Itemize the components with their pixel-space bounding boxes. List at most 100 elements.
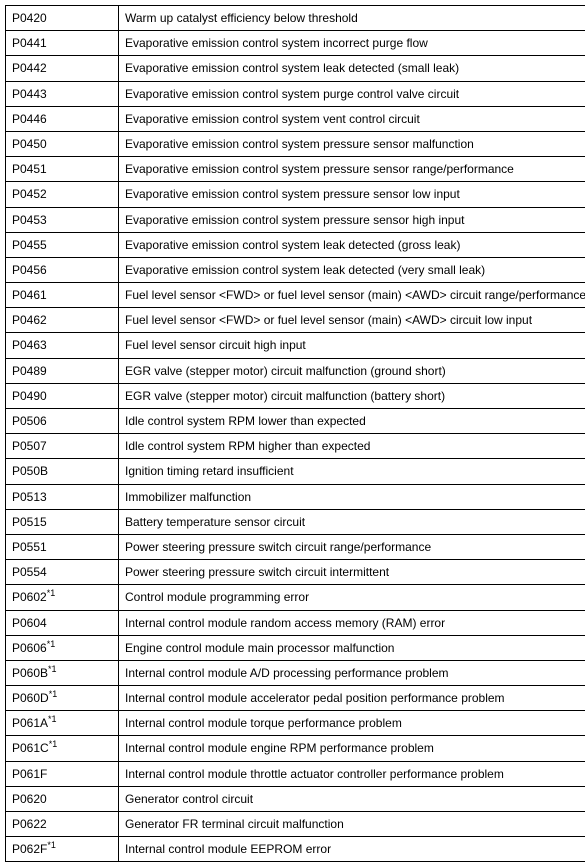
table-row: P0551 Power steering pressure switch circ… [6,534,585,559]
dtc-description-cell: Evaporative emission control system leak… [119,232,585,257]
table-row: P060B*1Internal control module A/D proce… [6,660,585,685]
table-row: P0554Power steering pressure switch circ… [6,560,585,585]
dtc-code: P060D [12,691,49,705]
dtc-code-cell: P0551 [6,534,119,559]
dtc-code-cell: P0490 [6,383,119,408]
dtc-code: P0622 [12,817,47,831]
dtc-code: P0620 [12,792,47,806]
dtc-code: P0602 [12,590,47,604]
dtc-code-cell: P0420 [6,6,119,31]
dtc-description-cell: Evaporative emission control system leak… [119,257,585,282]
table-row: P0441Evaporative emission control system… [6,31,585,56]
dtc-code: P0456 [12,263,47,277]
dtc-description-cell: Internal control module engine RPM perfo… [119,736,585,761]
table-row: P062F*1Internal control module EEPROM er… [6,837,585,862]
dtc-code: P0551 [12,540,47,554]
table-row: P0453Evaporative emission control system… [6,207,585,232]
table-row: P0489EGR valve (stepper motor) circuit m… [6,358,585,383]
dtc-code: P060B [12,666,48,680]
table-row: P0451 Evaporative emission control system… [6,157,585,182]
dtc-code-footnote: *1 [47,588,56,598]
dtc-code: P0606 [12,641,47,655]
table-row: P0604 Internal control module random acce… [6,610,585,635]
dtc-code-cell: P0506 [6,409,119,434]
table-row: P0622 Generator FR terminal circuit malfu… [6,812,585,837]
dtc-code-cell: P0461 [6,283,119,308]
table-row: P0455 Evaporative emission control system… [6,232,585,257]
table-row: P0443 Evaporative emission control system… [6,81,585,106]
table-row: P0515 Battery temperature sensor circuit [6,509,585,534]
dtc-code: P050B [12,464,48,478]
dtc-code-cell: P062F*1 [6,837,119,862]
dtc-description-cell: Engine control module main processor mal… [119,635,585,660]
table-row: P0620 Generator control circuit [6,786,585,811]
dtc-code: P0462 [12,313,47,327]
dtc-code-cell: P0450 [6,131,119,156]
table-row: P061A*1Internal control module torque pe… [6,711,585,736]
dtc-description-cell: Power steering pressure switch circuit i… [119,560,585,585]
dtc-code: P0515 [12,515,47,529]
dtc-code: P0443 [12,87,47,101]
dtc-description-cell: Immobilizer malfunction [119,484,585,509]
table-row: P0461Fuel level sensor <FWD> or fuel lev… [6,283,585,308]
dtc-code: P0604 [12,616,47,630]
dtc-code-cell: P0442 [6,56,119,81]
table-row: P0506Idle control system RPM lower than … [6,409,585,434]
dtc-code-cell: P061C*1 [6,736,119,761]
dtc-code: P0461 [12,288,47,302]
dtc-code-cell: P0446 [6,106,119,131]
table-row: P0456 Evaporative emission control system… [6,257,585,282]
dtc-code-cell: P0441 [6,31,119,56]
dtc-description-cell: Generator control circuit [119,786,585,811]
table-row: P061FInternal control module throttle ac… [6,761,585,786]
dtc-code-cell: P0606*1 [6,635,119,660]
dtc-description-cell: Fuel level sensor circuit high input [119,333,585,358]
dtc-description-cell: Evaporative emission control system pres… [119,157,585,182]
dtc-code-cell: P0489 [6,358,119,383]
dtc-description-cell: Battery temperature sensor circuit [119,509,585,534]
dtc-code: P0490 [12,389,47,403]
dtc-code: P0442 [12,61,47,75]
dtc-code-footnote: *1 [49,689,58,699]
dtc-description-cell: Evaporative emission control system inco… [119,31,585,56]
table-row: P0463 Fuel level sensor circuit high inpu… [6,333,585,358]
dtc-description-cell: Generator FR terminal circuit malfunctio… [119,812,585,837]
dtc-code-cell: P0456 [6,257,119,282]
dtc-description-cell: Evaporative emission control system vent… [119,106,585,131]
dtc-code-table: P0420Warm up catalyst efficiency below t… [5,5,585,862]
dtc-code: P0455 [12,238,47,252]
dtc-table-body: P0420Warm up catalyst efficiency below t… [6,6,585,862]
dtc-code-cell: P0554 [6,560,119,585]
dtc-code-cell: P0515 [6,509,119,534]
dtc-code: P061F [12,767,47,781]
dtc-code: P0420 [12,11,47,25]
dtc-description-cell: Control module programming error [119,585,585,610]
dtc-description-cell: Internal control module A/D processing p… [119,660,585,685]
dtc-code-cell: P0443 [6,81,119,106]
dtc-code: P0513 [12,490,47,504]
dtc-description-cell: Evaporative emission control system purg… [119,81,585,106]
table-row: P050B Ignition timing retard insufficient [6,459,585,484]
dtc-description-cell: Fuel level sensor <FWD> or fuel level se… [119,308,585,333]
dtc-description-cell: Evaporative emission control system pres… [119,207,585,232]
dtc-code-cell: P0463 [6,333,119,358]
dtc-code: P0463 [12,338,47,352]
dtc-description-cell: Internal control module accelerator peda… [119,686,585,711]
dtc-code-footnote: *1 [47,639,56,649]
table-row: P0442Evaporative emission control system… [6,56,585,81]
table-row: P0462 Fuel level sensor <FWD> or fuel lev… [6,308,585,333]
table-row: P0450Evaporative emission control system… [6,131,585,156]
dtc-code-cell: P050B [6,459,119,484]
dtc-code-cell: P0604 [6,610,119,635]
dtc-code-cell: P0455 [6,232,119,257]
dtc-code: P0451 [12,162,47,176]
table-row: P0602*1 Control module programming error [6,585,585,610]
table-row: P0507Idle control system RPM higher than… [6,434,585,459]
dtc-code: P0446 [12,112,47,126]
table-row: P0513 Immobilizer malfunction [6,484,585,509]
dtc-description-cell: Ignition timing retard insufficient [119,459,585,484]
dtc-description-cell: Power steering pressure switch circuit r… [119,534,585,559]
dtc-description-cell: Internal control module random access me… [119,610,585,635]
table-row: P061C*1Internal control module engine RP… [6,736,585,761]
table-row: P0446 Evaporative emission control system… [6,106,585,131]
